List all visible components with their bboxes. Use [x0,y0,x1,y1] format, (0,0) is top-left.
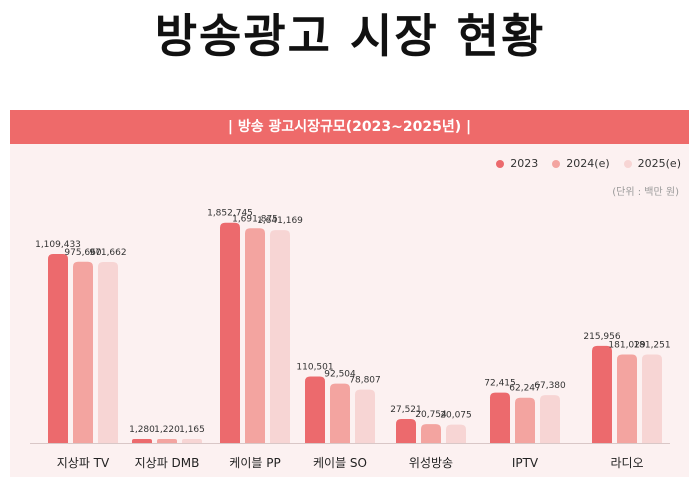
page-title: 방송광고 시장 현황 [154,9,546,63]
legend-item-2023: 2023 [496,157,538,170]
bar-3-3 [270,230,290,443]
legend-item-2024e: 2024(e) [552,157,610,170]
data-label: 110,501 [296,363,333,373]
bar-2-5 [421,424,441,443]
data-label: 1,220 [154,425,180,435]
chart-panel: | 방송 광고시장규모(2023~2025년) | 2023 2024(e) 2… [10,110,689,477]
data-label: 1,852,745 [207,209,253,219]
data-label: 20,754 [415,410,447,420]
unit-note: (단위 : 백만 원) [612,187,679,198]
bar-2-6 [515,397,535,443]
bar-3-4 [355,389,375,443]
bar-3-6 [540,395,560,443]
bar-1-3 [220,222,240,443]
data-label: 975,660 [64,248,101,258]
category-label: 라디오 [610,456,643,470]
data-label: 181,251 [633,340,670,350]
data-label: 181,029 [608,341,645,351]
bar-1-6 [490,392,510,443]
bar-1-7 [592,345,612,443]
data-label: 971,662 [89,248,126,258]
bar-3-5 [446,424,466,443]
chart-title: | 방송 광고시장규모(2023~2025년) | [10,110,689,144]
bar-1-2 [132,439,152,443]
category-label: 지상파 DMB [135,456,200,470]
legend-label: 2024(e) [566,157,610,170]
legend-label: 2023 [510,157,539,170]
legend-label: 2025(e) [637,157,681,170]
bar-2-3 [245,228,265,443]
bar-3-2 [182,439,202,443]
legend-dot-icon [496,159,505,168]
bar-3-7 [642,354,662,443]
category-label: 케이블 SO [313,456,367,470]
bar-2-7 [617,354,637,443]
category-label: 케이블 PP [229,456,280,470]
data-label: 1,165 [179,425,205,435]
bar-1-1 [48,254,68,443]
data-label: 27,521 [390,405,422,415]
data-label: 78,807 [349,376,381,386]
data-label: 1,109,433 [35,240,81,250]
category-label: 지상파 TV [57,456,110,470]
bar-2-1 [73,261,93,443]
category-label: IPTV [512,456,539,470]
bar-2-2 [157,439,177,443]
data-label: 62,247 [509,384,541,394]
data-label: 215,956 [583,332,620,342]
data-label: 1,641,169 [257,216,303,226]
bar-1-4 [305,376,325,443]
data-label: 72,415 [484,379,516,389]
data-label: 67,380 [534,381,566,391]
legend: 2023 2024(e) 2025(e) [496,157,681,170]
data-label: 92,504 [324,370,356,380]
category-label: 위성방송 [409,456,453,470]
bar-3-1 [98,262,118,443]
data-label: 20,075 [440,411,472,421]
data-label: 1,691,875 [232,214,278,224]
legend-dot-icon [552,159,561,168]
data-label: 1,280 [129,425,155,435]
legend-dot-icon [623,159,632,168]
bar-1-5 [396,418,416,443]
legend-item-2025e: 2025(e) [623,157,681,170]
bar-2-4 [330,383,350,443]
